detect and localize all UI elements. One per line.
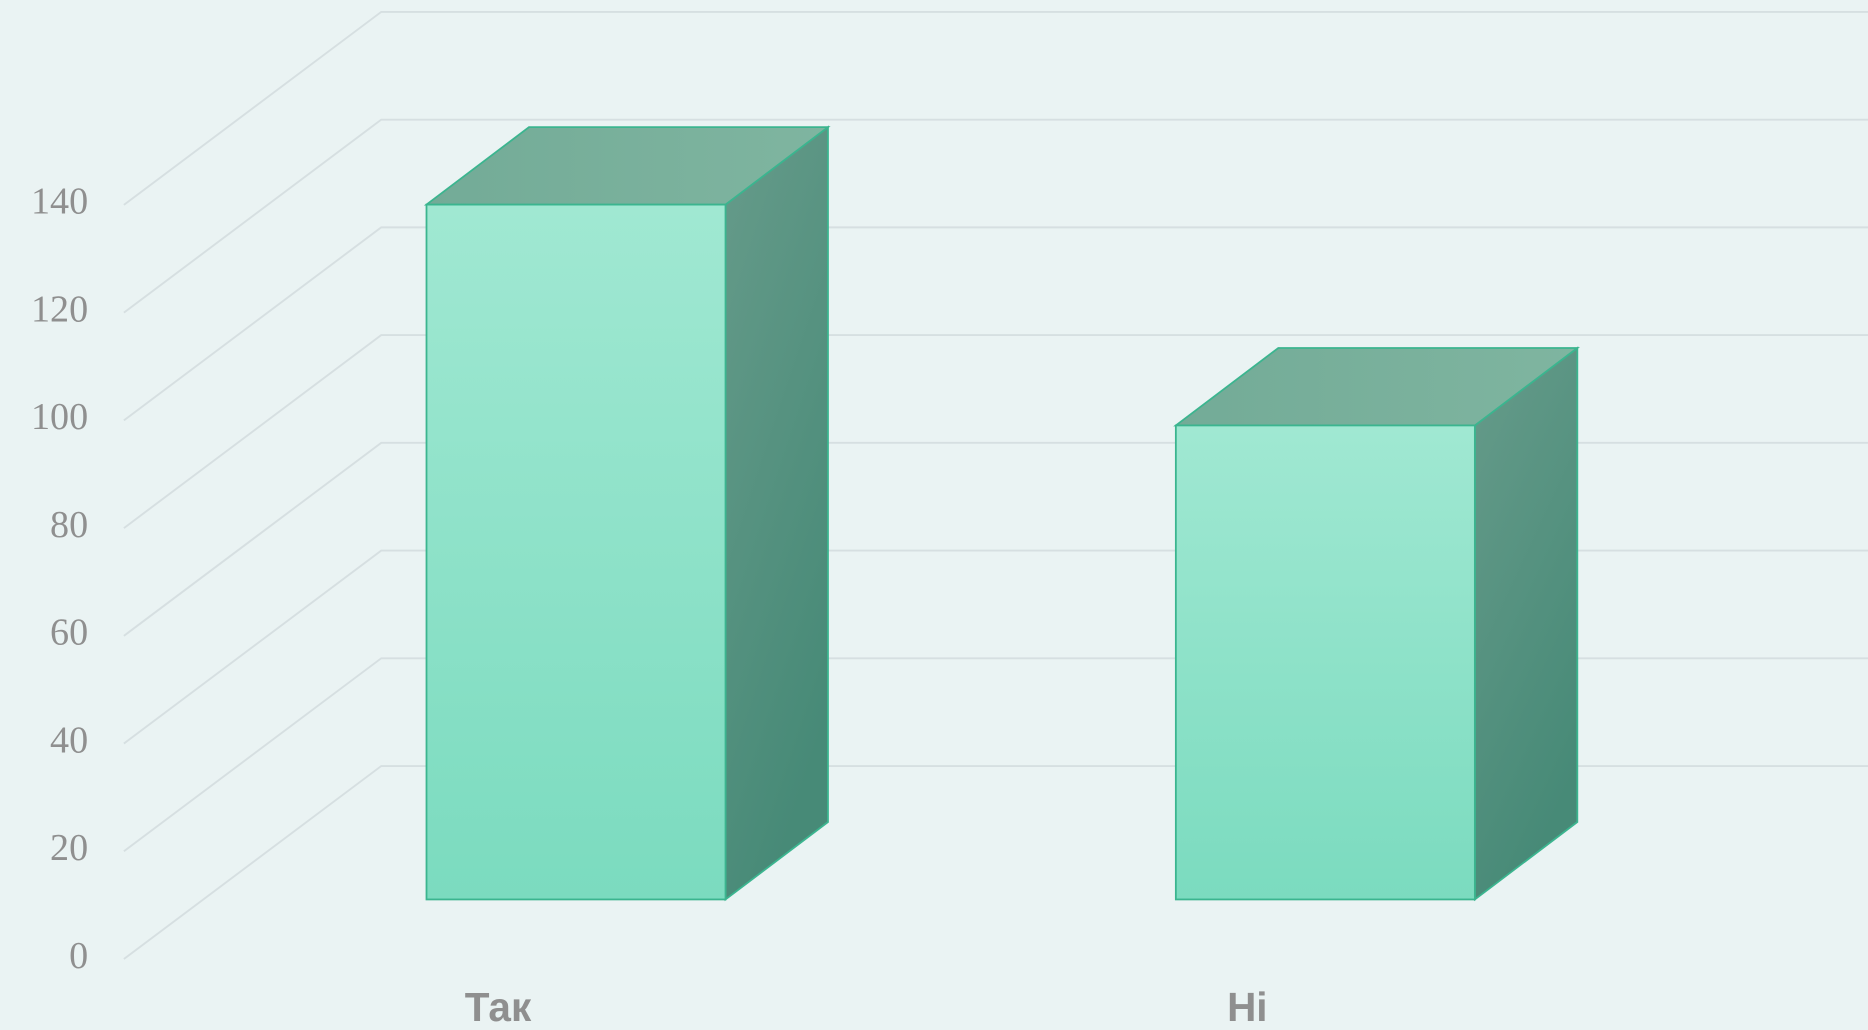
y-tick-label: 20: [50, 827, 88, 869]
y-tick-label: 100: [31, 396, 88, 438]
y-tick-label: 0: [69, 935, 88, 977]
x-tick-label: Ні: [1227, 984, 1268, 1030]
y-tick-label: 80: [50, 504, 88, 546]
grid-line: [123, 334, 1868, 529]
bar-front: [1174, 424, 1476, 901]
bar-front: [425, 203, 727, 901]
y-tick-label: 40: [50, 719, 88, 761]
bar: [1173, 346, 1580, 902]
grid-line: [123, 118, 1868, 314]
plot-area: 0 20 40 60 80 100 120 140 Так Ні: [31, 10, 1868, 1030]
grid-line: [123, 10, 1868, 206]
y-tick-label: 120: [31, 288, 88, 330]
x-tick-label: Так: [465, 984, 532, 1030]
bar: [423, 125, 831, 902]
y-tick-label: 140: [31, 181, 88, 223]
y-tick-label: 60: [50, 612, 88, 654]
grid-line: [123, 226, 1868, 422]
bar-side: [1473, 346, 1579, 902]
bar-side: [724, 125, 829, 902]
